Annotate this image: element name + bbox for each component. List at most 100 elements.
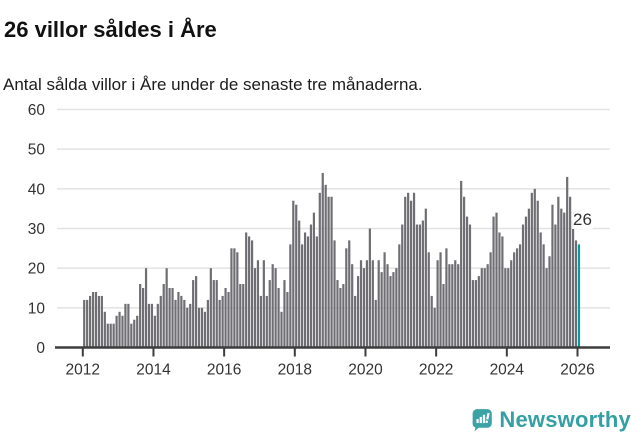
bar xyxy=(86,299,89,348)
bar xyxy=(392,272,395,348)
bar xyxy=(171,288,174,348)
bar xyxy=(518,244,522,348)
bar xyxy=(283,280,286,348)
bar xyxy=(451,264,454,348)
bar xyxy=(354,295,357,348)
svg-text:50: 50 xyxy=(28,142,46,159)
bar xyxy=(545,268,548,348)
bar xyxy=(295,204,298,348)
bar xyxy=(574,240,578,348)
bar xyxy=(571,220,575,348)
bar xyxy=(471,280,475,348)
bar xyxy=(407,192,410,348)
bar xyxy=(557,196,560,348)
bar xyxy=(174,299,177,348)
bar xyxy=(183,299,186,348)
bar xyxy=(569,196,572,348)
bar xyxy=(280,311,283,348)
svg-text:2022: 2022 xyxy=(419,362,453,379)
bar xyxy=(177,291,180,348)
svg-text:0: 0 xyxy=(36,340,45,357)
bar xyxy=(289,244,292,348)
bar xyxy=(510,260,513,348)
bar xyxy=(548,256,551,348)
bar xyxy=(265,295,268,348)
bar xyxy=(212,280,215,348)
bar xyxy=(433,307,436,348)
bar xyxy=(524,216,528,348)
bar xyxy=(189,303,192,348)
bar xyxy=(386,264,389,348)
bar xyxy=(192,280,195,348)
bar xyxy=(298,220,301,348)
bar xyxy=(186,307,189,348)
bar xyxy=(457,264,460,348)
bar xyxy=(368,228,371,348)
bar xyxy=(153,315,156,348)
bar xyxy=(268,280,271,348)
bar xyxy=(206,299,209,348)
bar xyxy=(486,264,489,348)
bar xyxy=(412,192,416,348)
bar xyxy=(404,196,407,348)
bar xyxy=(195,276,198,348)
bar xyxy=(150,303,154,348)
bar xyxy=(312,212,316,348)
bar xyxy=(563,212,566,348)
bar xyxy=(339,288,342,348)
bar xyxy=(200,307,204,348)
bar xyxy=(513,252,516,348)
bar xyxy=(336,280,339,348)
bar xyxy=(330,196,333,348)
svg-text:2014: 2014 xyxy=(136,362,171,379)
svg-text:2018: 2018 xyxy=(278,362,312,379)
bar xyxy=(398,244,401,348)
bar xyxy=(180,295,183,348)
bar xyxy=(245,232,248,348)
x-axis-labels: 2012 2014 2016 2018 2020 2022 2024 2026 xyxy=(66,362,595,379)
svg-text:30: 30 xyxy=(28,221,46,238)
highlighted-bar xyxy=(577,244,581,348)
svg-text:40: 40 xyxy=(28,181,46,198)
bar xyxy=(421,220,424,348)
bar xyxy=(383,252,386,348)
bar xyxy=(218,299,221,348)
newsworthy-logo[interactable]: Newsworthy xyxy=(472,401,631,439)
bar xyxy=(560,208,563,348)
bar xyxy=(527,208,530,348)
bar xyxy=(427,252,430,348)
bar xyxy=(209,268,212,348)
bar xyxy=(230,248,233,348)
bar xyxy=(94,291,98,348)
bar xyxy=(436,260,439,348)
bar xyxy=(253,268,257,348)
bar xyxy=(477,276,480,348)
bar xyxy=(224,288,227,348)
bar xyxy=(345,248,348,348)
bar xyxy=(221,295,224,348)
bar xyxy=(501,236,504,348)
bar xyxy=(144,268,148,348)
bar xyxy=(401,224,404,348)
bar xyxy=(227,291,230,348)
bar xyxy=(342,284,345,348)
bar xyxy=(292,200,295,348)
svg-text:20: 20 xyxy=(28,261,46,278)
bar xyxy=(233,248,236,348)
bar xyxy=(480,268,483,348)
bar xyxy=(88,295,92,348)
last-value-label: 26 xyxy=(572,210,593,229)
bar xyxy=(318,192,321,348)
bar xyxy=(136,315,139,348)
bar xyxy=(147,303,151,348)
chart-subtitle: Antal sålda villor i Åre under de senast… xyxy=(3,75,423,94)
brand-name: Newsworthy xyxy=(499,407,631,432)
bar xyxy=(248,236,251,348)
bar xyxy=(130,323,133,348)
bar xyxy=(97,295,101,348)
bar xyxy=(374,299,377,348)
bar-series xyxy=(83,172,581,348)
bar xyxy=(112,323,115,348)
bar xyxy=(463,196,466,348)
bar xyxy=(197,307,201,348)
